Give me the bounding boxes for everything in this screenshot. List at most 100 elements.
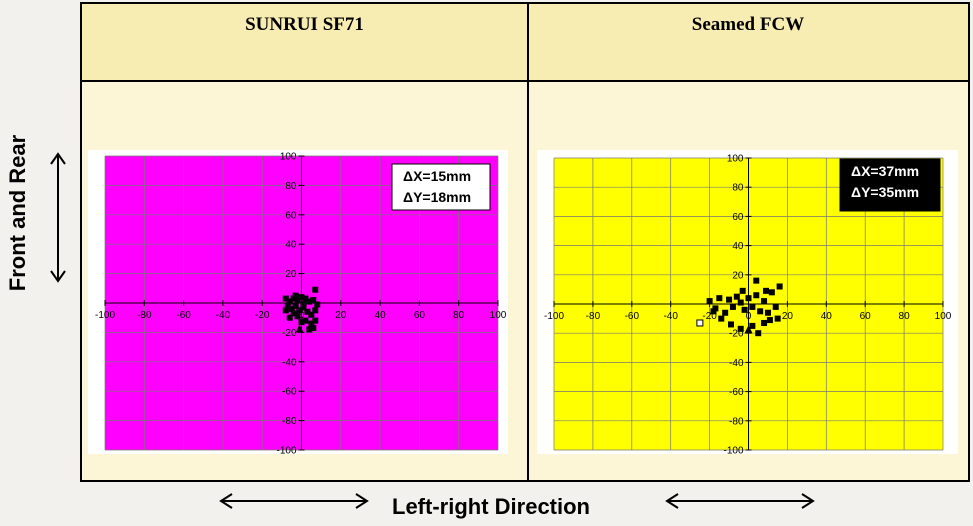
data-point <box>310 297 317 304</box>
data-point <box>304 308 311 315</box>
data-point-triangle <box>295 324 304 333</box>
right-scatter-chart: -100 -80 -60 -40 -20 0 20 40 60 80 10010080604020-… <box>544 154 952 457</box>
y-tick-label: 20 <box>285 269 297 280</box>
y-tick-label: 80 <box>732 183 744 194</box>
data-point <box>749 322 756 329</box>
delta-annotation-box <box>391 163 491 211</box>
data-point <box>284 302 291 309</box>
data-point <box>749 303 756 310</box>
x-tick-label: -60 <box>625 311 640 322</box>
delta-annotation-text: ΔX=15mm <box>403 168 471 184</box>
x-tick-label: 20 <box>335 310 347 321</box>
y-tick-label: -60 <box>729 387 744 398</box>
data-point <box>296 307 303 314</box>
data-point <box>737 325 744 332</box>
data-point <box>737 299 744 306</box>
data-point <box>753 292 760 299</box>
data-point <box>716 295 723 302</box>
x-tick-label: 40 <box>821 311 833 322</box>
x-tick-label: -80 <box>586 311 601 322</box>
data-point <box>727 321 734 328</box>
x-tick-label: -40 <box>216 310 231 321</box>
y-tick-label: -40 <box>282 357 297 368</box>
data-point <box>755 330 762 337</box>
data-point <box>298 294 305 301</box>
data-point <box>761 319 768 326</box>
data-point <box>312 286 319 293</box>
y-tick-label: -100 <box>276 446 296 455</box>
delta-annotation-text: ΔY=18mm <box>403 189 471 205</box>
data-point <box>308 320 315 327</box>
front-rear-label: Front and Rear <box>5 134 30 292</box>
y-tick-label: 40 <box>285 240 297 251</box>
right-chart-container: -100 -80 -60 -40 -20 0 20 40 60 80 100 100 80 60 40 20-… <box>537 150 958 457</box>
x-tick-label: -40 <box>663 311 678 322</box>
delta-annotation-text: ΔX=37mm <box>851 163 919 179</box>
data-point <box>286 314 293 321</box>
y-tick-label: 80 <box>285 181 297 192</box>
x-tick-label: -60 <box>176 310 191 321</box>
data-point <box>763 287 770 294</box>
data-point <box>733 293 740 300</box>
data-point <box>288 305 295 312</box>
x-tick-label: 0 <box>746 311 752 322</box>
x-tick-label: -100 <box>95 310 115 321</box>
data-point <box>310 324 317 331</box>
data-point <box>298 319 305 326</box>
data-point <box>314 301 321 308</box>
data-point <box>302 317 309 324</box>
y-tick-label: 100 <box>280 152 297 163</box>
data-point <box>312 317 319 324</box>
data-point <box>282 295 289 302</box>
horizontal-double-arrow-right-icon <box>665 493 815 509</box>
y-tick-label: 100 <box>727 154 744 165</box>
data-point <box>300 301 307 308</box>
x-tick-label: -100 <box>544 311 564 322</box>
data-point <box>722 309 729 316</box>
vertical-double-arrow-icon <box>50 152 66 283</box>
data-point <box>739 287 746 294</box>
data-point <box>294 297 301 304</box>
right-panel-title: Seamed FCW <box>528 4 968 82</box>
data-point <box>312 307 319 314</box>
data-point <box>718 315 725 322</box>
x-tick-label: -20 <box>255 310 270 321</box>
data-point <box>282 307 289 314</box>
x-tick-label: 60 <box>860 311 872 322</box>
data-point <box>766 317 773 324</box>
data-point <box>745 295 752 302</box>
data-point-open <box>696 319 704 327</box>
x-tick-label: -20 <box>702 311 717 322</box>
data-point <box>294 313 301 320</box>
x-tick-label: -80 <box>137 310 152 321</box>
x-tick-label: 20 <box>782 311 794 322</box>
data-point <box>306 326 313 333</box>
y-tick-label: 20 <box>732 270 744 281</box>
data-point <box>292 302 299 309</box>
data-point <box>292 292 299 299</box>
x-tick-label: 0 <box>299 310 305 321</box>
delta-annotation-text: ΔY=35mm <box>851 184 919 200</box>
delta-annotation-box <box>839 158 941 212</box>
y-tick-label: -80 <box>729 416 744 427</box>
x-tick-label: 100 <box>935 311 952 322</box>
data-point <box>772 303 779 310</box>
left-chart-container: -100 -80 -60 -40 -20 0 20 40 60 80 100 100 80 60 40 20-… <box>88 150 508 457</box>
data-point <box>729 303 736 310</box>
x-tick-label: 80 <box>453 310 465 321</box>
data-point-triangle <box>744 325 753 334</box>
x-tick-label: 60 <box>414 310 426 321</box>
y-tick-label: -20 <box>282 328 297 339</box>
data-point <box>776 283 783 290</box>
data-point <box>753 277 760 284</box>
data-point <box>726 296 733 303</box>
data-point <box>710 308 717 315</box>
left-panel-title: SUNRUI SF71 <box>82 4 528 82</box>
data-point <box>302 295 309 302</box>
left-right-label: Left-right Direction <box>392 494 590 519</box>
x-tick-label: 100 <box>490 310 507 321</box>
data-point <box>306 298 313 305</box>
y-tick-label: -60 <box>282 387 297 398</box>
data-point <box>741 306 748 313</box>
y-tick-label: -20 <box>729 329 744 340</box>
